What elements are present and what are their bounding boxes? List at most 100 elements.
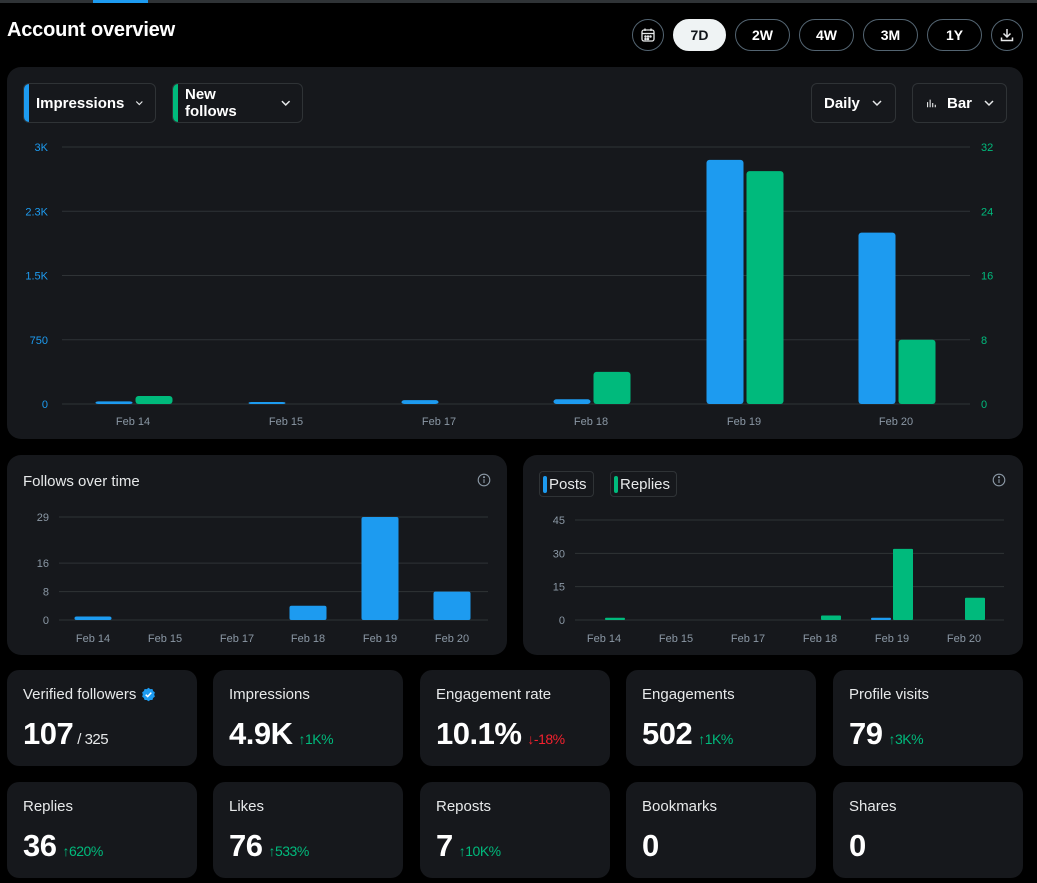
verified-badge-icon [142,687,156,702]
follows-bar [289,605,327,620]
y-left-tick-label: 2.3K [25,206,48,218]
x-tick-label: Feb 17 [422,416,456,428]
stat-change-text: 1K% [704,731,734,747]
new-follows-metric-dropdown[interactable]: New follows [172,83,303,123]
stat-label-text: Likes [229,798,265,815]
stat-change-text: -18% [533,731,565,747]
active-tab-indicator [93,0,148,3]
y-tick-label: 0 [43,615,49,627]
posts-color-bar [543,476,547,493]
y-tick-label: 45 [553,515,565,527]
chevron-down-icon [280,100,290,106]
stat-card-engagement-rate[interactable]: Engagement rate 10.1% ↓-18% [420,670,610,766]
interval-dropdown[interactable]: Daily [811,83,896,123]
arrow-up-icon: ↑ [888,731,895,747]
range-3m-button[interactable]: 3M [863,19,918,51]
y-tick-label: 0 [559,615,565,627]
page-title: Account overview [7,19,175,41]
main-chart-panel: Impressions New follows Daily Bar 0 750 1.… [7,67,1023,439]
stat-label-text: Engagement rate [436,686,552,703]
range-7d-button[interactable]: 7D [673,19,726,51]
stat-card-verified-followers[interactable]: Verified followers 107/ 325 [7,670,197,766]
stat-value-number: 10.1% [436,716,522,751]
stat-change: ↑620% [62,843,103,859]
x-tick-label: Feb 19 [363,633,397,645]
download-icon [1000,29,1014,42]
impressions-metric-dropdown[interactable]: Impressions [23,83,156,123]
impressions-bar [553,399,591,404]
y-left-tick-label: 3K [35,142,49,154]
x-tick-label: Feb 17 [731,633,765,645]
stat-label: Reposts [436,798,491,815]
impressions-metric-label: Impressions [36,94,125,112]
arrow-up-icon: ↑ [458,843,466,859]
stat-label-text: Verified followers [23,686,137,703]
stat-label-text: Impressions [229,686,310,703]
download-button[interactable] [991,19,1023,51]
y-right-tick-label: 24 [981,206,993,218]
stat-label-text: Reposts [436,798,492,815]
stat-value: 0 [642,828,659,864]
follows-color-bar [173,84,178,122]
stat-value-number: 76 [229,828,263,863]
info-icon[interactable] [992,473,1006,487]
range-4w-button[interactable]: 4W [799,19,854,51]
follows-bar [74,616,112,620]
calendar-button[interactable] [632,19,664,51]
legend-replies[interactable]: Replies [610,471,678,497]
stat-value: 4.9K ↑1K% [229,716,334,752]
stat-card-likes[interactable]: Likes 76 ↑533% [213,782,403,878]
y-left-tick-label: 0 [42,399,48,411]
info-icon[interactable] [477,473,491,487]
stat-value-number: 36 [23,828,57,863]
chart-type-label: Bar [947,94,973,112]
stat-change: ↑533% [268,843,309,859]
follows-over-time-title: Follows over time [23,473,140,490]
legend-posts-label: Posts [549,475,587,493]
x-tick-label: Feb 15 [269,416,303,428]
impressions-color-bar [24,84,29,122]
x-tick-label: Feb 20 [947,633,981,645]
range-1y-button[interactable]: 1Y [927,19,982,51]
stat-label-text: Engagements [642,686,735,703]
new-follows-bar [593,371,631,404]
new-follows-bar [135,395,173,404]
y-right-tick-label: 0 [981,399,987,411]
legend-posts[interactable]: Posts [539,471,594,497]
stat-card-engagements[interactable]: Engagements 502 ↑1K% [626,670,816,766]
new-follows-bar [746,171,784,404]
range-2w-button[interactable]: 2W [735,19,790,51]
y-tick-label: 8 [43,587,49,599]
stat-value: 0 [849,828,866,864]
stat-card-profile-visits[interactable]: Profile visits 79 ↑3K% [833,670,1023,766]
stat-label: Bookmarks [642,798,717,815]
stat-card-reposts[interactable]: Reposts 7 ↑10K% [420,782,610,878]
arrow-up-icon: ↑ [62,843,69,859]
follows-over-time-chart: 0 8 16 29 Feb 14 Feb 15 Feb 17 Feb 18 Feb 19 Feb … [37,512,488,645]
stat-value: 10.1% ↓-18% [436,716,565,752]
arrow-up-icon: ↑ [698,731,705,747]
x-tick-label: Feb 19 [875,633,909,645]
replies-bar [893,548,913,620]
stat-card-bookmarks[interactable]: Bookmarks 0 [626,782,816,878]
posts-replies-chart: 0 15 30 45 Feb 14 Feb 15 Feb 17 Feb 18 Feb 19 Feb… [553,515,1004,645]
x-tick-label: Feb 14 [587,633,621,645]
stat-change-text: 10K% [465,843,501,859]
x-tick-label: Feb 20 [435,633,469,645]
chevron-down-icon [984,100,994,107]
stat-change: ↑1K% [698,731,733,747]
arrow-up-icon: ↑ [298,731,305,747]
stat-value-number: 0 [642,828,659,863]
stat-change: ↓-18% [527,731,565,747]
follows-over-time-panel: Follows over time 0 8 16 29 Feb 14 Feb 15 Feb … [7,455,507,655]
chart-type-dropdown[interactable]: Bar [912,83,1007,123]
stat-value: 36 ↑620% [23,828,103,864]
y-tick-label: 15 [553,582,565,594]
stat-card-replies[interactable]: Replies 36 ↑620% [7,782,197,878]
stat-label: Profile visits [849,686,929,703]
stat-value: 107/ 325 [23,716,109,752]
stat-card-shares[interactable]: Shares 0 [833,782,1023,878]
stat-value-number: 0 [849,828,866,863]
stat-card-impressions[interactable]: Impressions 4.9K ↑1K% [213,670,403,766]
chevron-down-icon [872,100,882,107]
